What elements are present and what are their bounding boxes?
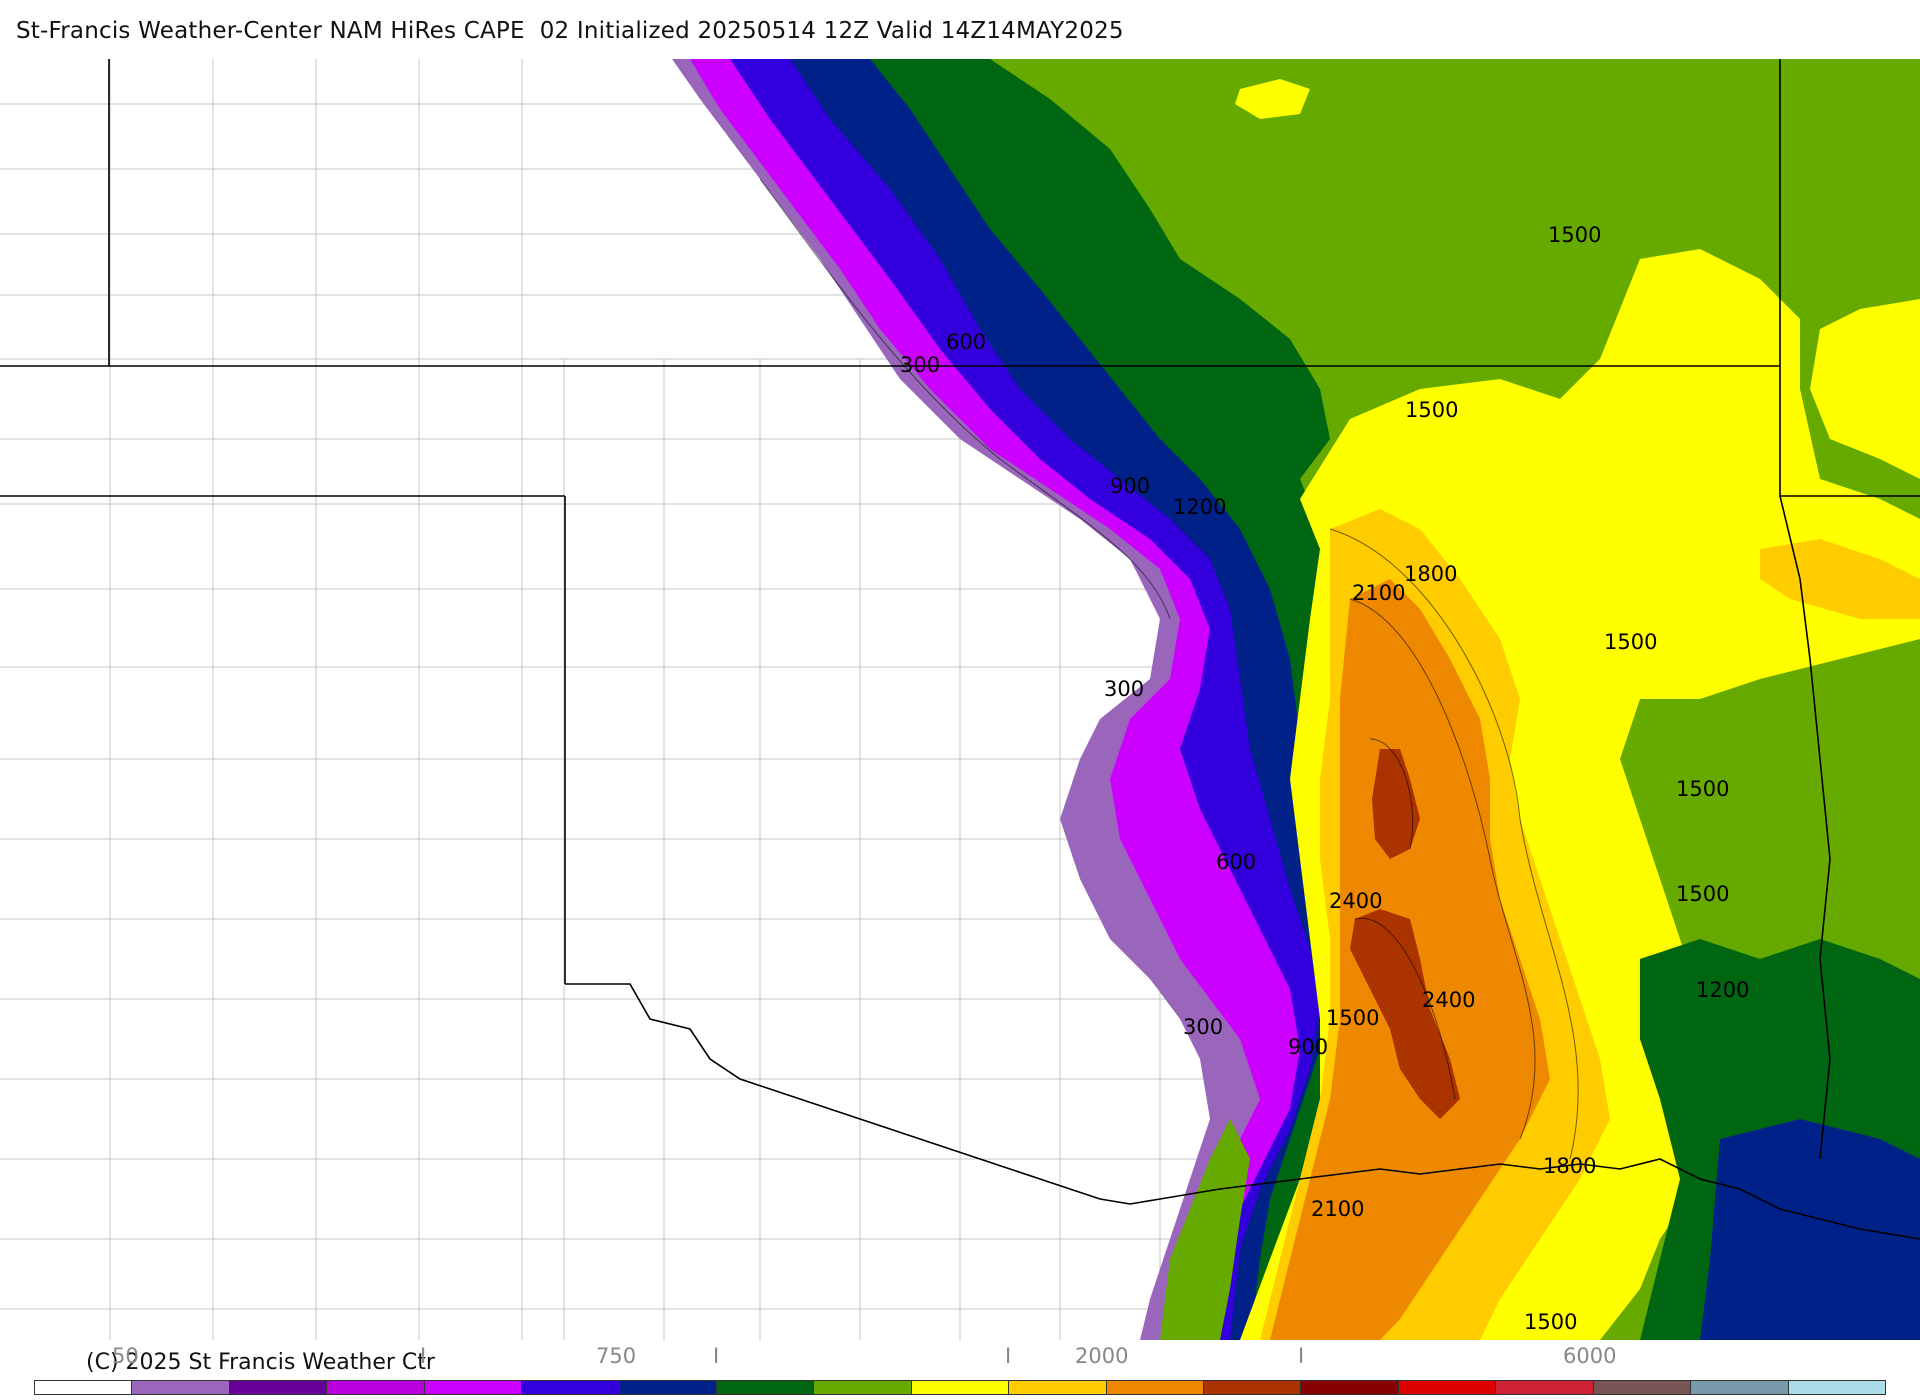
contour-label-1500-a: 1500: [1548, 223, 1601, 247]
colorbar-swatch-10: [1009, 1381, 1107, 1394]
colorbar-swatch-12: [1204, 1381, 1302, 1394]
colorbar-swatch-13: [1301, 1381, 1399, 1394]
colorbar-swatch-6: [619, 1381, 717, 1394]
contour-label-1800-north: 1800: [1404, 562, 1457, 586]
colorbar-swatch-4: [424, 1381, 523, 1394]
contour-label-300-north: 300: [900, 353, 940, 377]
colorbar: [34, 1380, 1886, 1395]
colorbar-label-6000: 6000: [1563, 1344, 1617, 1368]
colorbar-swatch-18: [1788, 1381, 1886, 1394]
colorbar-swatch-15: [1496, 1381, 1594, 1394]
map-title: St-Francis Weather-Center NAM HiRes CAPE…: [16, 18, 1124, 44]
contour-label-1800-south: 1800: [1543, 1154, 1596, 1178]
copyright-text: (C) 2025 St Francis Weather Ctr: [86, 1350, 435, 1375]
contour-label-1500-f: 1500: [1326, 1006, 1379, 1030]
colorbar-swatch-17: [1691, 1381, 1789, 1394]
contour-label-2400-a: 2400: [1329, 889, 1382, 913]
contour-label-600-mid: 600: [1216, 850, 1256, 874]
band-brown-south: [1350, 909, 1460, 1119]
band-yellow-north-blob: [1235, 79, 1310, 119]
contour-label-2100-south: 2100: [1311, 1197, 1364, 1221]
colorbar-label-50: 50: [112, 1344, 139, 1368]
colorbar-swatch-5: [522, 1381, 620, 1394]
contour-label-1500-g: 1500: [1524, 1310, 1577, 1334]
contour-lines: [759, 178, 1579, 1160]
contour-label-1500-d: 1500: [1676, 777, 1729, 801]
colorbar-swatch-16: [1593, 1381, 1692, 1394]
cape-map: 600 300 900 1200 1500 1500 1800 2100 150…: [0, 59, 1920, 1340]
band-brown-north: [1372, 749, 1420, 859]
contour-label-900-south: 900: [1288, 1035, 1328, 1059]
colorbar-swatch-14: [1398, 1381, 1497, 1394]
contour-label-1500-c: 1500: [1604, 630, 1657, 654]
colorbar-swatch-3: [327, 1381, 425, 1394]
colorbar-swatch-9: [911, 1381, 1010, 1394]
contour-label-900-north: 900: [1110, 474, 1150, 498]
cape-shading: [672, 59, 1920, 1340]
colorbar-swatch-11: [1106, 1381, 1205, 1394]
contour-label-300-south: 300: [1183, 1015, 1223, 1039]
contour-label-2400-b: 2400: [1422, 988, 1475, 1012]
contour-label-1200-north: 1200: [1173, 495, 1226, 519]
contour-label-1200-east: 1200: [1696, 978, 1749, 1002]
contour-label-1500-b: 1500: [1405, 398, 1458, 422]
contour-label-1500-e: 1500: [1676, 882, 1729, 906]
colorbar-label-2000: 2000: [1075, 1344, 1129, 1368]
colorbar-swatch-1: [132, 1381, 230, 1394]
band-navy-se: [1700, 1119, 1920, 1340]
band-yellow-east: [1810, 299, 1920, 479]
colorbar-swatch-8: [814, 1381, 912, 1394]
contour-label-300-mid: 300: [1104, 677, 1144, 701]
state-borders: [0, 59, 1920, 1240]
colorbar-label-tick-2: I: [713, 1344, 720, 1368]
colorbar-swatch-7: [716, 1381, 815, 1394]
colorbar-label-tick-1: I: [420, 1344, 427, 1368]
band-gold-east: [1760, 539, 1920, 619]
colorbar-label-tick-4: I: [1298, 1344, 1305, 1368]
contour-labels: 600 300 900 1200 1500 1500 1800 2100 150…: [900, 223, 1749, 1334]
colorbar-swatch-2: [229, 1381, 328, 1394]
band-green-southwest-tail: [1160, 1119, 1250, 1340]
contour-label-2100-north: 2100: [1352, 581, 1405, 605]
contour-label-600-north: 600: [946, 330, 986, 354]
colorbar-label-tick-3: I: [1005, 1344, 1012, 1368]
colorbar-label-750: 750: [596, 1344, 637, 1368]
colorbar-swatch-0: [35, 1381, 133, 1394]
